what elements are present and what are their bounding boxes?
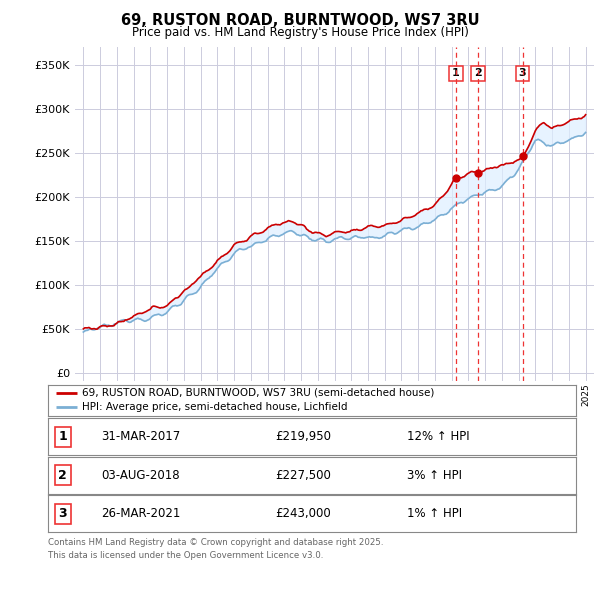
Text: £243,000: £243,000 [275, 507, 331, 520]
Text: 69, RUSTON ROAD, BURNTWOOD, WS7 3RU (semi-detached house): 69, RUSTON ROAD, BURNTWOOD, WS7 3RU (sem… [82, 388, 434, 398]
Text: 26-MAR-2021: 26-MAR-2021 [101, 507, 180, 520]
Text: Contains HM Land Registry data © Crown copyright and database right 2025.
This d: Contains HM Land Registry data © Crown c… [48, 538, 383, 559]
Text: 2: 2 [474, 68, 482, 78]
Text: 69, RUSTON ROAD, BURNTWOOD, WS7 3RU: 69, RUSTON ROAD, BURNTWOOD, WS7 3RU [121, 13, 479, 28]
Text: 2: 2 [58, 468, 67, 482]
Text: 03-AUG-2018: 03-AUG-2018 [101, 468, 179, 482]
Text: 12% ↑ HPI: 12% ↑ HPI [407, 430, 470, 444]
Text: 3: 3 [518, 68, 526, 78]
Text: 3: 3 [58, 507, 67, 520]
Text: HPI: Average price, semi-detached house, Lichfield: HPI: Average price, semi-detached house,… [82, 402, 348, 412]
Text: £227,500: £227,500 [275, 468, 331, 482]
Text: 1: 1 [58, 430, 67, 444]
Text: 1% ↑ HPI: 1% ↑ HPI [407, 507, 462, 520]
Text: 1: 1 [452, 68, 460, 78]
Text: 3% ↑ HPI: 3% ↑ HPI [407, 468, 462, 482]
Text: Price paid vs. HM Land Registry's House Price Index (HPI): Price paid vs. HM Land Registry's House … [131, 26, 469, 39]
Text: £219,950: £219,950 [275, 430, 331, 444]
Text: 31-MAR-2017: 31-MAR-2017 [101, 430, 180, 444]
